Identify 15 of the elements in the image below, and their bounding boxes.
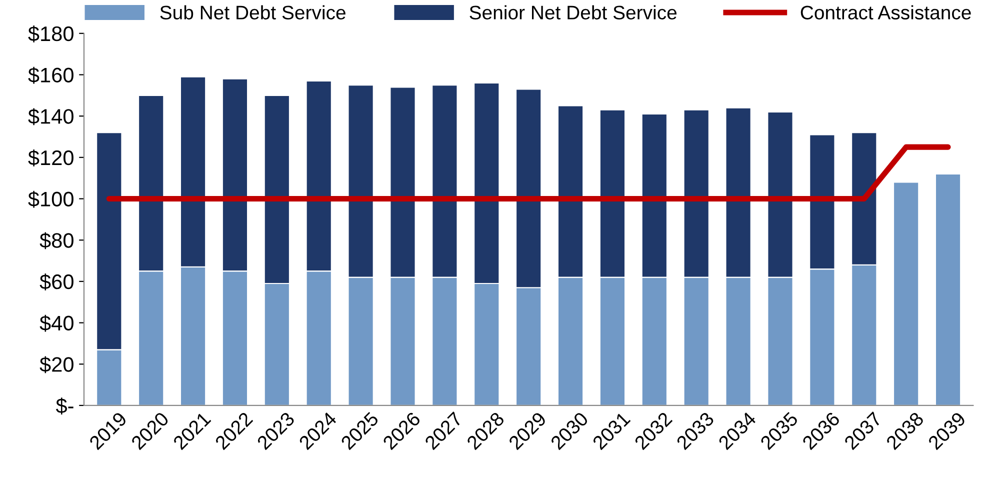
y-tick-label: $160 bbox=[28, 66, 74, 84]
y-tick-label: $100 bbox=[28, 190, 74, 208]
y-tick-label: $120 bbox=[28, 150, 74, 166]
y-tick-label: $- bbox=[56, 398, 74, 414]
legend-label: Sub Net Debt Service bbox=[160, 5, 346, 20]
y-tick-label: $140 bbox=[28, 108, 74, 126]
y-tick-label: $80 bbox=[40, 232, 74, 250]
y-tick-label: $40 bbox=[40, 314, 74, 332]
legend-label: Contract Assistance bbox=[800, 5, 971, 20]
bar bbox=[892, 182, 920, 406]
y-tick-label: $60 bbox=[40, 274, 74, 290]
y-tick-label: $20 bbox=[40, 356, 74, 374]
y-tick-label: $180 bbox=[28, 26, 74, 42]
bar bbox=[934, 173, 962, 406]
legend-label: Senior Net Debt Service bbox=[470, 5, 677, 20]
